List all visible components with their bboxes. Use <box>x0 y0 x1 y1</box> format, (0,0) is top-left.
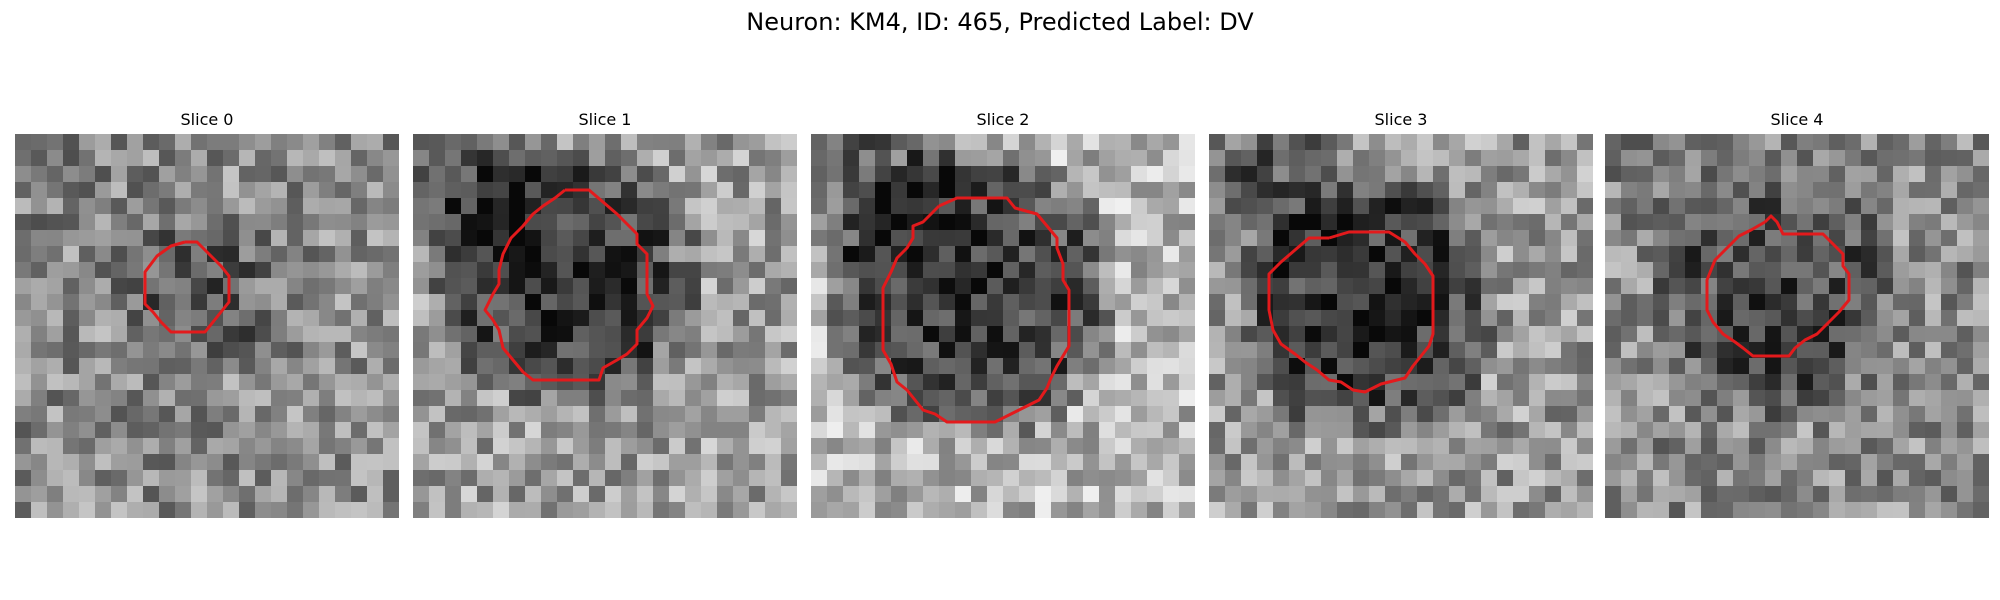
cell-contour-0 <box>143 240 231 334</box>
slice-image-4 <box>1605 134 1989 518</box>
slice-pixels-0 <box>15 134 399 518</box>
cell-contour-3 <box>1267 230 1435 394</box>
cell-contour-4 <box>1705 214 1851 358</box>
slice-title-1: Slice 1 <box>578 110 632 129</box>
slice-pixels-1 <box>413 134 797 518</box>
slice-panel-1: Slice 1 <box>413 110 797 518</box>
cell-contour-2 <box>881 196 1071 424</box>
slice-panel-2: Slice 2 <box>811 110 1195 518</box>
slice-image-1 <box>413 134 797 518</box>
slice-panel-3: Slice 3 <box>1209 110 1593 518</box>
slice-title-4: Slice 4 <box>1770 110 1824 129</box>
slice-title-0: Slice 0 <box>180 110 234 129</box>
slice-title-2: Slice 2 <box>976 110 1030 129</box>
slice-panel-4: Slice 4 <box>1605 110 1989 518</box>
slice-pixels-4 <box>1605 134 1989 518</box>
cell-contour-1 <box>483 188 655 382</box>
slice-title-3: Slice 3 <box>1374 110 1428 129</box>
slice-panel-0: Slice 0 <box>15 110 399 518</box>
slice-image-2 <box>811 134 1195 518</box>
slice-image-3 <box>1209 134 1593 518</box>
slice-image-0 <box>15 134 399 518</box>
figure-title: Neuron: KM4, ID: 465, Predicted Label: D… <box>746 8 1254 36</box>
